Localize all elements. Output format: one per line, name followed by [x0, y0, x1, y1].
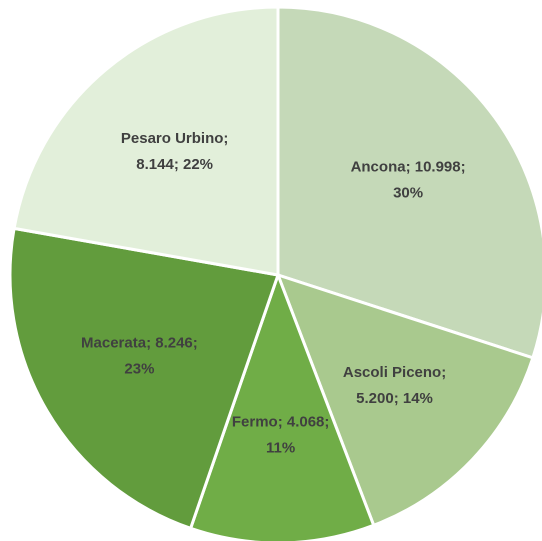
data-label: Macerata; 8.246; [81, 335, 198, 352]
pie-slice [188, 270, 376, 541]
data-label: Ancona; 10.998; [351, 158, 466, 175]
data-label: Pesaro Urbino; [121, 130, 229, 147]
pie-slice [12, 5, 280, 277]
data-label: 23% [124, 361, 154, 378]
pie-slice [8, 226, 280, 531]
data-label: 5.200; 14% [356, 390, 433, 407]
data-label: 11% [266, 440, 295, 457]
data-label: Ascoli Piceno; [343, 364, 446, 381]
pie-slice [275, 272, 535, 528]
data-label: Fermo; 4.068; [232, 414, 330, 431]
data-label: 30% [393, 184, 423, 201]
data-label: 8.144; 22% [136, 156, 213, 173]
pie-slice [276, 5, 542, 360]
